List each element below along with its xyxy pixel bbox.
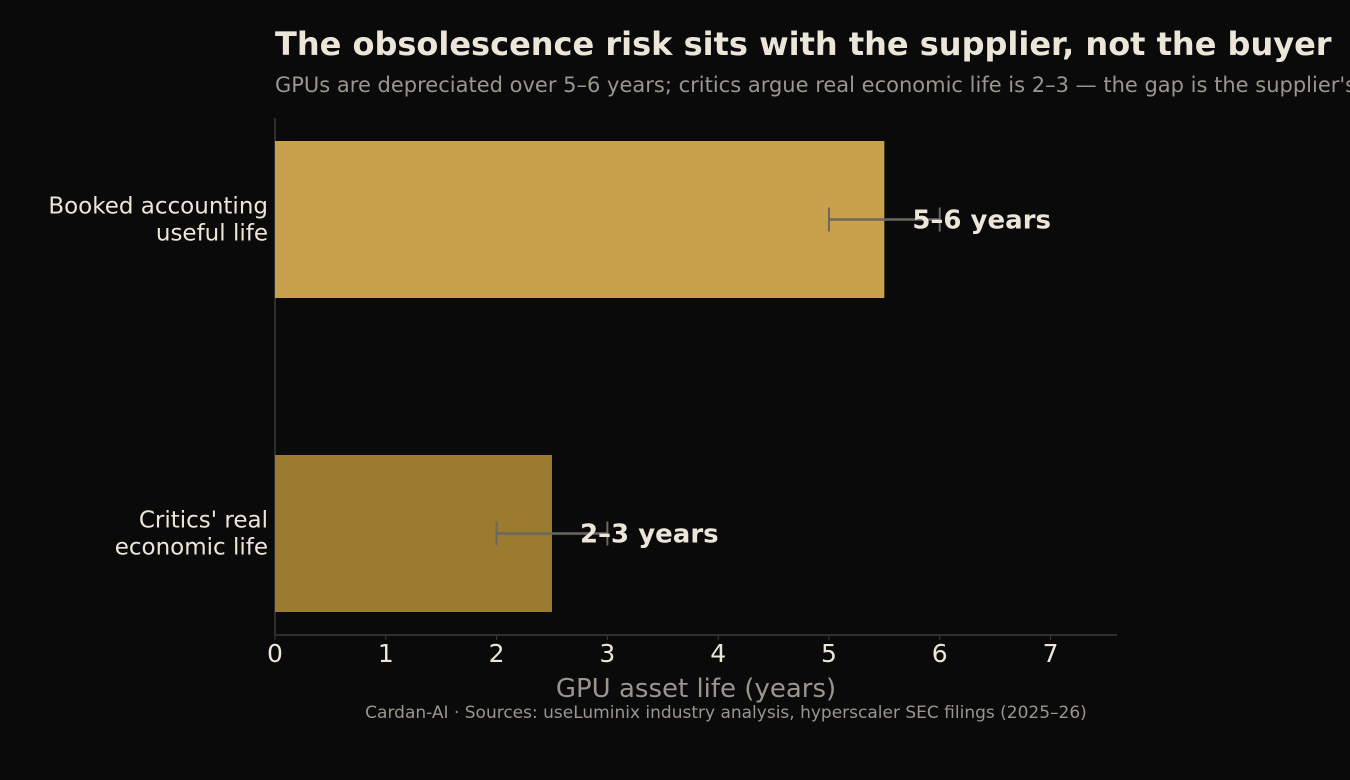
x-tick-label: 7 [1043,639,1059,668]
x-tick-label: 6 [932,639,948,668]
data-label: 5–6 years [912,206,1051,236]
x-tick-label: 4 [710,639,726,668]
data-label: 2–3 years [580,520,719,550]
source-note: Cardan-AI · Sources: useLuminix industry… [365,703,1087,723]
plot-area: 0 1 2 3 4 5 6 7 5–6 years Booked accountinguseful… [48,118,1117,668]
x-tick-label: 3 [599,639,615,668]
bar [275,141,885,298]
chart-subtitle: GPUs are depreciated over 5–6 years; cri… [275,73,1350,97]
x-tick-label: 2 [489,639,505,668]
chart-title: The obsolescence risk sits with the supp… [275,25,1332,63]
x-tick-label: 5 [821,639,837,668]
x-tick-label: 0 [267,639,283,668]
category-label: useful life [156,221,268,247]
x-axis-label: GPU asset life (years) [556,674,836,704]
category-label: Critics' real [139,508,268,534]
category-label: Booked accounting [48,194,268,220]
x-tick-label: 1 [378,639,394,668]
category-label: economic life [115,535,268,561]
